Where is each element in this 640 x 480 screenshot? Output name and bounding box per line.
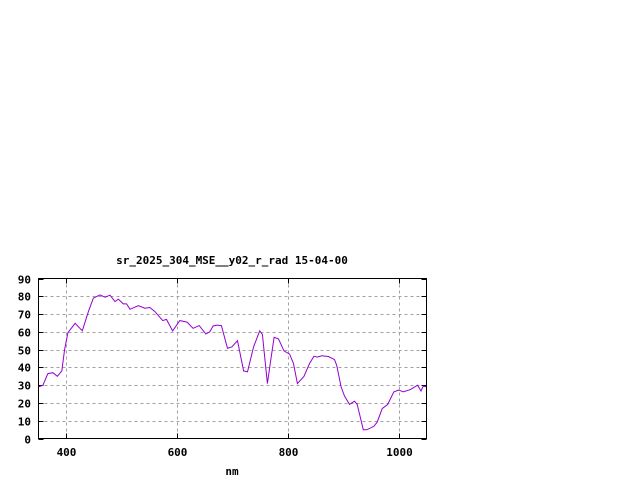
y-tick-label: 20 — [18, 398, 31, 411]
y-tick-label: 30 — [18, 380, 31, 393]
x-tick-label: 1000 — [386, 446, 413, 459]
plot-frame — [38, 278, 427, 439]
chart-title: sr_2025_304_MSE__y02_r_rad 15-04-00 — [116, 254, 348, 267]
series-line — [38, 294, 427, 431]
x-axis-label: nm — [225, 465, 239, 478]
y-tick-label: 0 — [24, 434, 31, 447]
y-tick-label: 80 — [18, 291, 31, 304]
x-tick-label: 600 — [168, 446, 188, 459]
y-tick-label: 70 — [18, 309, 31, 322]
tick-labels: 0 10 20 30 40 50 60 70 80 90 400 600 800 1000 — [18, 274, 413, 460]
grid — [38, 278, 427, 440]
y-tick-label: 10 — [18, 416, 31, 429]
x-tick-label: 800 — [279, 446, 299, 459]
y-tick-label: 40 — [18, 362, 31, 375]
y-tick-label: 50 — [18, 345, 31, 358]
y-tick-label: 60 — [18, 327, 31, 340]
x-tick-label: 400 — [57, 446, 77, 459]
y-tick-label: 90 — [18, 274, 31, 287]
